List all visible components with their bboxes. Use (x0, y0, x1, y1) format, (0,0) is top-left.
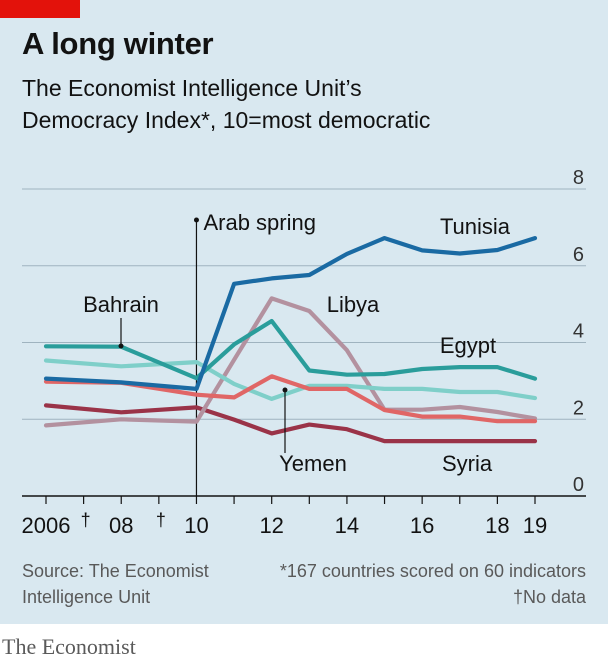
footnote: *167 countries scored on 60 indicators †… (226, 558, 586, 610)
y-axis-tick-labels: 0 2 4 6 8 (573, 167, 584, 496)
x-tick-label-2006: 2006 (22, 513, 71, 538)
source-note: Source: The Economist Intelligence Unit (22, 561, 209, 607)
economist-logo-text: The Economist (2, 634, 136, 659)
series-label-libya: Libya (327, 292, 380, 317)
series-line-syria (43, 403, 538, 444)
y-tick-label-4: 4 (573, 321, 584, 343)
x-tick-label-08: 08 (109, 513, 133, 538)
series-lines (43, 236, 538, 444)
y-tick-label-0: 0 (573, 474, 584, 496)
series-label-tunisia: Tunisia (440, 214, 511, 239)
series-line-bahrain (43, 358, 538, 401)
series-line-yemen (43, 374, 538, 424)
chart-subtitle: The Economist Intelligence Unit’s Democr… (22, 72, 582, 136)
arab-spring-marker-dot (193, 217, 199, 223)
series-label-yemen: Yemen (279, 451, 347, 476)
x-tick-label-14: 14 (335, 513, 359, 538)
y-tick-label-8: 8 (573, 167, 584, 189)
subtitle-index-name: Democracy Index* (22, 107, 210, 133)
series-label-egypt: Egypt (440, 333, 496, 358)
chart-title: A long winter (22, 26, 214, 61)
economist-red-tag (0, 0, 80, 18)
subtitle-line-2: Democracy Index*, 10=most democratic (22, 104, 582, 136)
series-line-egypt (43, 318, 538, 381)
y-tick-label-6: 6 (573, 244, 584, 266)
brand-bar (0, 624, 608, 662)
series-label-callouts: Tunisia Bahrain Libya Egypt Yemen Syria (83, 214, 511, 476)
no-data-mark-2009: † (156, 510, 166, 530)
x-axis: 2006 08 10 12 14 16 18 19 † † (22, 495, 586, 538)
series-label-syria: Syria (442, 451, 493, 476)
arab-spring-label: Arab spring (203, 210, 316, 235)
x-tick-label-18: 18 (485, 513, 509, 538)
y-tick-label-2: 2 (573, 397, 584, 419)
footnote-no-data: †No data (512, 587, 586, 607)
series-line-libya (43, 296, 538, 428)
callout-dot-bahrain (118, 343, 124, 349)
callout-dot-yemen (282, 387, 288, 393)
x-tick-label-12: 12 (259, 513, 283, 538)
footnote-indicators: *167 countries scored on 60 indicators (279, 561, 586, 581)
arab-spring-annotation: Arab spring (193, 210, 316, 496)
series-line-tunisia (43, 236, 538, 391)
x-tick-label-19: 19 (523, 513, 547, 538)
series-label-bahrain: Bahrain (83, 292, 159, 317)
x-tick-label-10: 10 (184, 513, 208, 538)
x-tick-label-16: 16 (410, 513, 434, 538)
subtitle-scale-note: , 10=most democratic (209, 107, 431, 133)
subtitle-line-1: The Economist Intelligence Unit’s (22, 75, 362, 101)
no-data-mark-2007: † (81, 510, 91, 530)
